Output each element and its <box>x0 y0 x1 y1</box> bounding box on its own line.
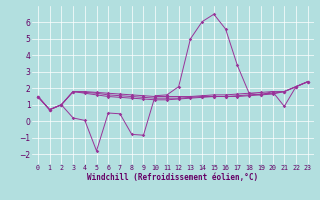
X-axis label: Windchill (Refroidissement éolien,°C): Windchill (Refroidissement éolien,°C) <box>87 173 258 182</box>
